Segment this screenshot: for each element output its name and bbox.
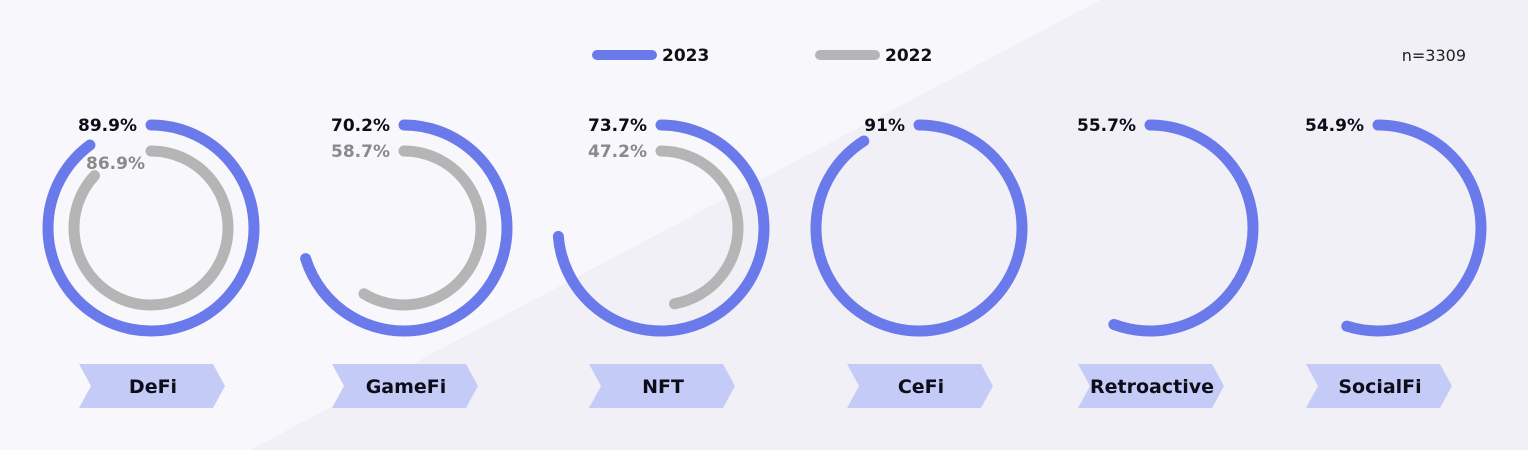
arc-2023-cefi [810,119,1028,337]
ring-group-socialfi: 54.9% SocialFi [1305,116,1487,408]
ring-group-retroactive: 55.7% Retroactive [1077,116,1259,408]
arc-2023-socialfi [1341,119,1487,337]
value-label-2023-socialfi: 54.9% [1305,116,1364,136]
ring-group-gamefi: 70.2% 58.7% GameFi [300,116,513,408]
category-tag-nft [589,364,735,408]
category-label-cefi: CeFi [898,376,944,398]
arc-2023-nft [552,119,770,337]
background-band [250,0,1528,450]
category-tag-socialfi [1306,364,1452,408]
category-tag-retroactive [1078,364,1224,408]
arc-2023-gamefi [300,119,513,337]
value-label-2023-gamefi: 70.2% [331,116,390,136]
category-tag-cefi [847,364,993,408]
ring-group-cefi: 91% CeFi [810,116,1028,408]
value-label-2023-defi: 89.9% [78,116,137,136]
arc-2022-defi [68,145,234,311]
category-label-gamefi: GameFi [366,376,447,398]
category-tag-defi [79,364,225,408]
category-label-nft: NFT [642,376,684,398]
arc-2023-retroactive [1108,119,1259,337]
value-label-2022-nft: 47.2% [588,142,647,162]
value-label-2022-gamefi: 58.7% [331,142,390,162]
arc-2023-defi [42,119,260,337]
legend-label-2022: 2022 [885,46,932,66]
category-label-retroactive: Retroactive [1090,376,1214,398]
ring-group-nft: 73.7% 47.2% NFT [552,116,770,408]
value-label-2023-cefi: 91% [864,116,905,136]
category-label-defi: DeFi [129,376,177,398]
legend: 2023 2022 [592,46,932,66]
legend-label-2023: 2023 [662,46,709,66]
category-label-socialfi: SocialFi [1338,376,1421,398]
ring-groups: 89.9% 86.9% DeFi 70.2% 58.7% GameFi 73.7% 47.2%… [42,116,1487,408]
ring-group-defi: 89.9% 86.9% DeFi [42,116,260,408]
value-label-2023-retroactive: 55.7% [1077,116,1136,136]
value-label-2022-defi: 86.9% [86,154,145,174]
category-tag-gamefi [332,364,478,408]
value-label-2023-nft: 73.7% [588,116,647,136]
sample-size-note: n=3309 [1402,46,1466,65]
arc-2022-nft [655,145,744,310]
arc-2022-gamefi [358,145,487,311]
